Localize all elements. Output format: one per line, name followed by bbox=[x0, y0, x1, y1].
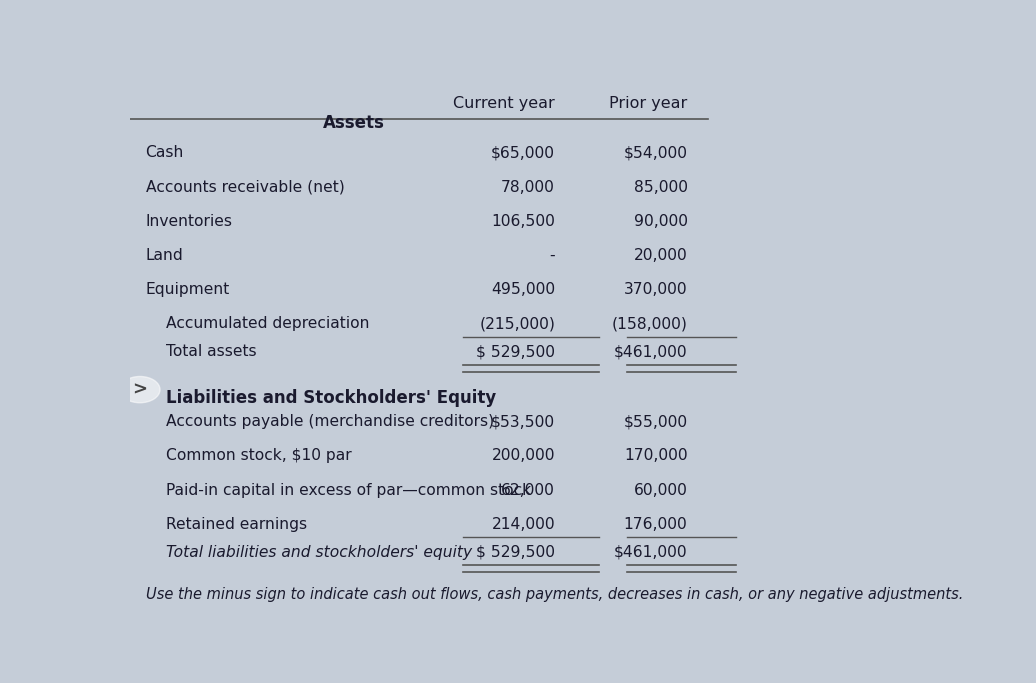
Text: $65,000: $65,000 bbox=[491, 145, 555, 161]
Text: Total assets: Total assets bbox=[166, 344, 256, 359]
Text: 60,000: 60,000 bbox=[634, 483, 688, 498]
Text: Equipment: Equipment bbox=[145, 282, 230, 297]
Text: 90,000: 90,000 bbox=[634, 214, 688, 229]
Text: Total liabilities and stockholders' equity: Total liabilities and stockholders' equi… bbox=[166, 545, 471, 560]
Text: 176,000: 176,000 bbox=[624, 517, 688, 532]
Text: 200,000: 200,000 bbox=[491, 448, 555, 463]
Text: Retained earnings: Retained earnings bbox=[166, 517, 307, 532]
Text: Current year: Current year bbox=[454, 96, 555, 111]
Text: 495,000: 495,000 bbox=[491, 282, 555, 297]
Text: 370,000: 370,000 bbox=[624, 282, 688, 297]
Circle shape bbox=[120, 376, 160, 403]
Text: 78,000: 78,000 bbox=[501, 180, 555, 195]
Text: 62,000: 62,000 bbox=[501, 483, 555, 498]
Text: 20,000: 20,000 bbox=[634, 248, 688, 263]
Text: Paid-in capital in excess of par—common stock: Paid-in capital in excess of par—common … bbox=[166, 483, 530, 498]
Text: Use the minus sign to indicate cash out flows, cash payments, decreases in cash,: Use the minus sign to indicate cash out … bbox=[145, 587, 962, 602]
Text: $461,000: $461,000 bbox=[614, 545, 688, 560]
Text: Prior year: Prior year bbox=[609, 96, 688, 111]
Text: (158,000): (158,000) bbox=[611, 316, 688, 331]
Text: Assets: Assets bbox=[323, 114, 385, 132]
Text: Cash: Cash bbox=[145, 145, 184, 161]
Text: (215,000): (215,000) bbox=[480, 316, 555, 331]
Text: 85,000: 85,000 bbox=[634, 180, 688, 195]
Text: 106,500: 106,500 bbox=[491, 214, 555, 229]
Text: Accumulated depreciation: Accumulated depreciation bbox=[166, 316, 369, 331]
Text: $461,000: $461,000 bbox=[614, 344, 688, 359]
Text: 170,000: 170,000 bbox=[624, 448, 688, 463]
Text: Common stock, $10 par: Common stock, $10 par bbox=[166, 448, 351, 463]
Text: -: - bbox=[549, 248, 555, 263]
Text: >: > bbox=[133, 380, 147, 399]
Text: 214,000: 214,000 bbox=[491, 517, 555, 532]
Text: $55,000: $55,000 bbox=[624, 414, 688, 429]
Text: $54,000: $54,000 bbox=[624, 145, 688, 161]
Text: Land: Land bbox=[145, 248, 183, 263]
Text: Inventories: Inventories bbox=[145, 214, 232, 229]
Text: Liabilities and Stockholders' Equity: Liabilities and Stockholders' Equity bbox=[166, 389, 496, 406]
Text: $ 529,500: $ 529,500 bbox=[476, 344, 555, 359]
Text: $ 529,500: $ 529,500 bbox=[476, 545, 555, 560]
Text: Accounts receivable (net): Accounts receivable (net) bbox=[145, 180, 344, 195]
Text: Accounts payable (merchandise creditors): Accounts payable (merchandise creditors) bbox=[166, 414, 494, 429]
Text: $53,500: $53,500 bbox=[491, 414, 555, 429]
